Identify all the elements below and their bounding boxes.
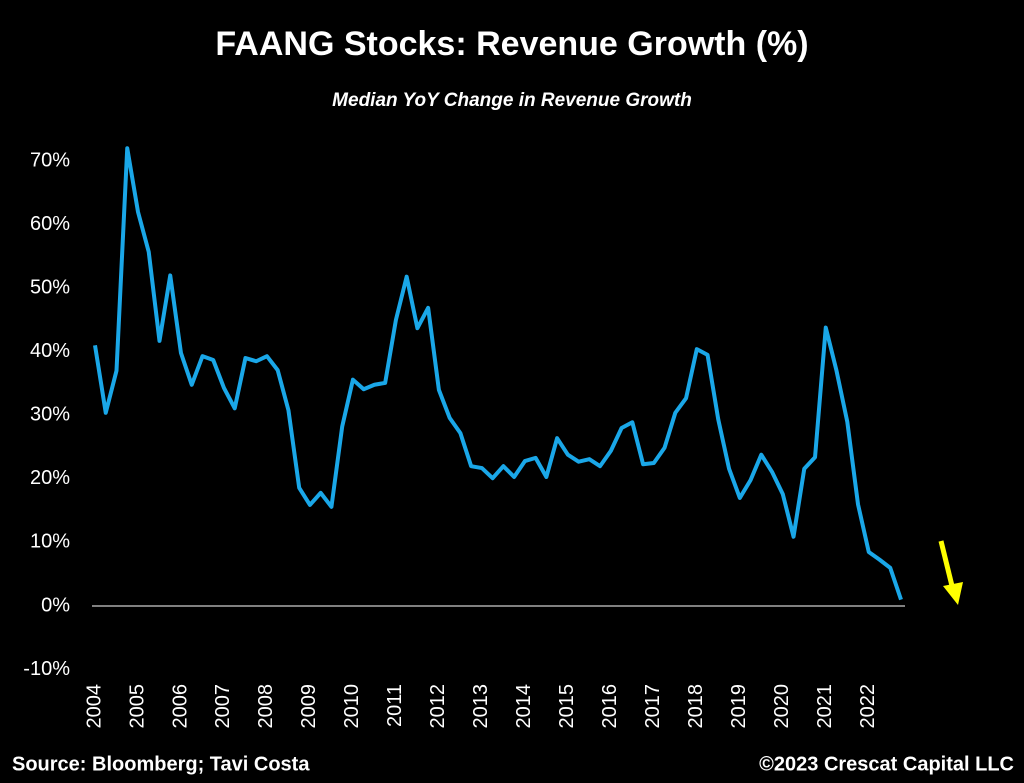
x-tick-label: 2010 xyxy=(341,684,363,729)
x-tick-label: 2004 xyxy=(83,684,105,729)
credit: ©2023 Crescat Capital LLC xyxy=(759,753,1014,775)
y-tick-label: 50% xyxy=(30,276,70,298)
x-tick-label: 2016 xyxy=(599,684,621,729)
y-tick-label: 10% xyxy=(30,531,70,553)
y-tick-label: 60% xyxy=(30,213,70,235)
chart-title: FAANG Stocks: Revenue Growth (%) xyxy=(215,25,808,63)
x-tick-label: 2014 xyxy=(513,684,535,729)
source: Source: Bloomberg; Tavi Costa xyxy=(12,753,310,775)
x-tick-label: 2006 xyxy=(169,684,191,729)
y-tick-label: 70% xyxy=(30,149,70,171)
y-tick-label: 20% xyxy=(30,467,70,489)
x-tick-label: 2011 xyxy=(384,684,406,727)
x-tick-label: 2012 xyxy=(427,684,449,729)
y-tick-label: 40% xyxy=(30,340,70,362)
x-tick-label: 2007 xyxy=(212,684,234,729)
x-tick-label: 2008 xyxy=(255,684,277,729)
x-tick-label: 2013 xyxy=(470,684,492,729)
x-tick-label: 2021 xyxy=(814,684,836,729)
x-tick-label: 2009 xyxy=(298,684,320,729)
arrow xyxy=(938,540,963,605)
x-tick-label: 2005 xyxy=(126,684,148,729)
x-tick-label: 2015 xyxy=(556,684,578,729)
x-tick-label: 2022 xyxy=(857,684,879,729)
y-tick-label: 30% xyxy=(30,404,70,426)
chart-subtitle: Median YoY Change in Revenue Growth xyxy=(332,90,692,111)
x-tick-label: 2020 xyxy=(771,684,793,729)
y-tick-label: 0% xyxy=(41,594,70,616)
x-tick-label: 2018 xyxy=(685,684,707,729)
x-tick-label: 2019 xyxy=(728,684,750,729)
y-tick-label: -10% xyxy=(23,658,70,680)
line-series xyxy=(93,146,903,601)
x-tick-label: 2017 xyxy=(642,684,664,729)
